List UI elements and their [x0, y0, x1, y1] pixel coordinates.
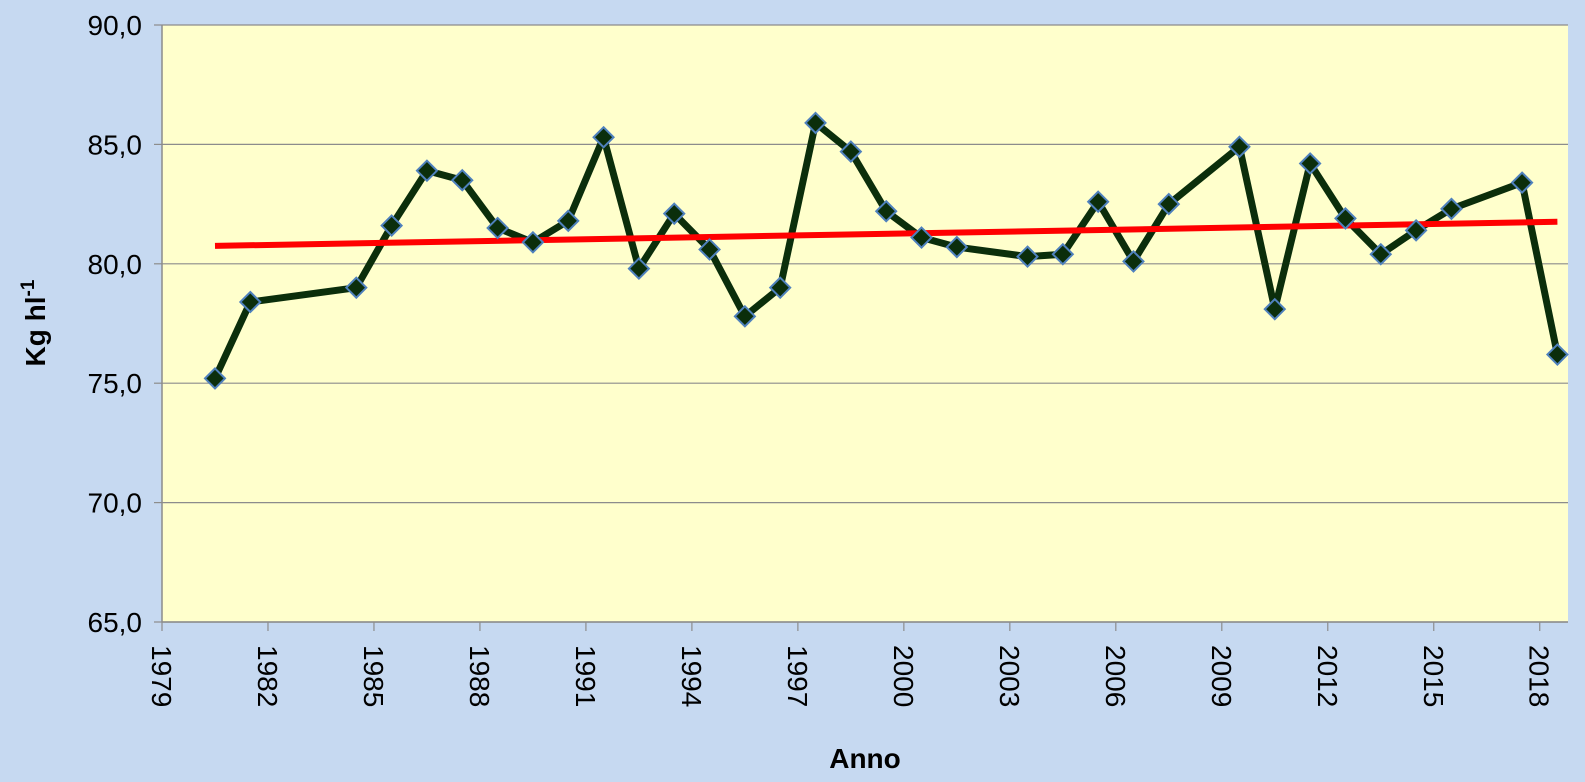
- y-tick-label: 80,0: [88, 249, 143, 280]
- data-point: [1404, 218, 1428, 242]
- x-tick-label: 2012: [1312, 645, 1343, 707]
- x-tick-label: 1982: [252, 645, 283, 707]
- data-point: [203, 367, 227, 390]
- data-point: [1051, 242, 1075, 266]
- data-point: [1263, 297, 1287, 321]
- x-tick-label: 2000: [888, 645, 919, 707]
- data-point: [768, 276, 792, 300]
- data-point: [415, 159, 439, 183]
- data-point: [945, 235, 969, 259]
- x-tick-label: 2006: [1100, 645, 1131, 707]
- data-point: [450, 168, 474, 192]
- data-line: [211, 119, 1561, 380]
- y-tick-label: 85,0: [88, 129, 143, 160]
- data-point: [556, 209, 580, 233]
- data-point: [1545, 343, 1569, 366]
- data-point: [486, 216, 510, 240]
- x-tick-label: 1994: [676, 645, 707, 707]
- x-tick-label: 2015: [1418, 645, 1449, 707]
- y-tick-label: 70,0: [88, 488, 143, 519]
- data-point: [1122, 249, 1145, 273]
- x-tick-label: 1991: [570, 645, 601, 707]
- x-tick-label: 1979: [146, 645, 177, 707]
- data-point: [1440, 197, 1463, 221]
- data-point: [344, 276, 368, 300]
- y-axis-title-superscript: -1: [18, 279, 39, 296]
- data-point: [1334, 207, 1357, 230]
- x-tick-label: 1985: [358, 645, 389, 707]
- x-tick-label: 2018: [1524, 645, 1555, 707]
- data-point: [380, 214, 404, 238]
- data-point: [592, 125, 615, 149]
- x-tick-label: 2003: [994, 645, 1025, 707]
- data-point: [238, 290, 262, 314]
- data-point: [698, 238, 721, 261]
- data-point: [627, 257, 651, 280]
- y-tick-label: 90,0: [88, 10, 143, 41]
- plot-area: [162, 25, 1568, 622]
- data-point: [1298, 152, 1322, 175]
- data-point: [1228, 135, 1251, 159]
- data-point: [910, 226, 933, 249]
- data-point: [1369, 242, 1393, 266]
- data-point: [733, 304, 757, 328]
- trend-line: [214, 218, 1558, 249]
- data-point: [521, 230, 545, 254]
- x-tick-label: 1988: [464, 645, 495, 707]
- y-axis-title-main: Kg hl: [20, 296, 51, 366]
- data-point: [874, 199, 898, 223]
- x-tick-label: 1997: [782, 645, 813, 707]
- data-point: [1016, 245, 1039, 269]
- data-point: [1510, 171, 1534, 195]
- x-axis-title: Anno: [829, 743, 901, 774]
- data-point: [804, 111, 827, 135]
- y-tick-label: 75,0: [88, 368, 143, 399]
- data-point: [662, 202, 686, 226]
- y-tick-label: 65,0: [88, 607, 143, 638]
- data-point: [1157, 192, 1181, 216]
- data-point: [839, 140, 863, 163]
- x-tick-label: 2009: [1206, 645, 1237, 707]
- data-point: [1086, 190, 1110, 214]
- y-axis-title: Kg hl-1: [18, 279, 51, 366]
